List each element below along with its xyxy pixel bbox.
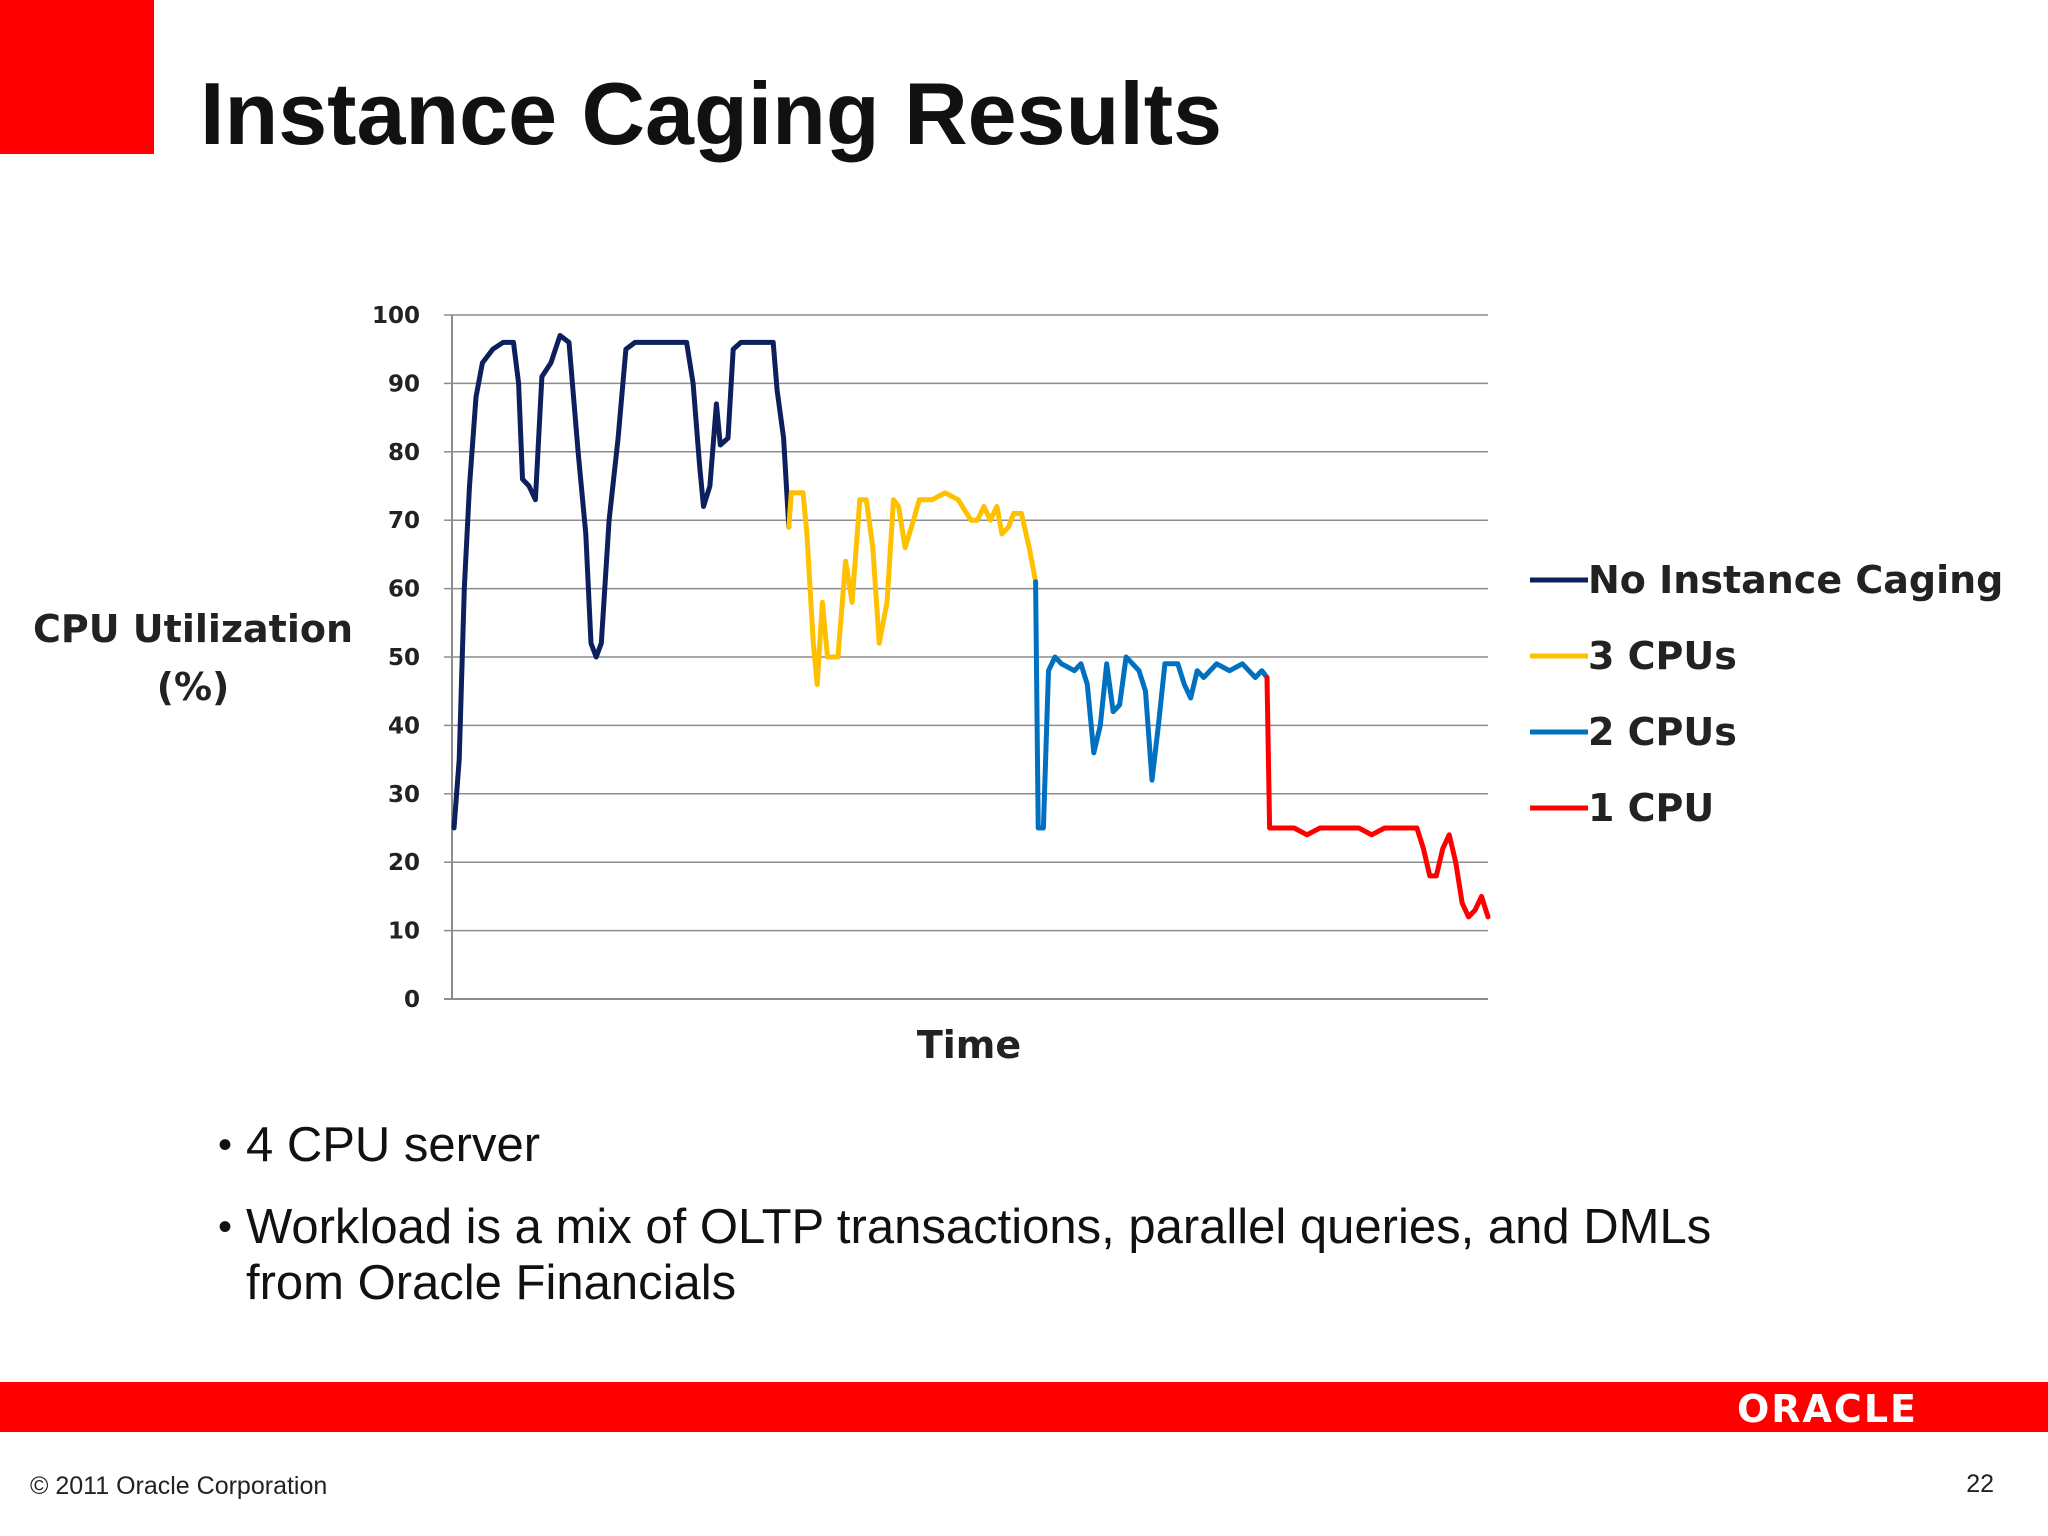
legend-label: No Instance Caging xyxy=(1588,558,2003,602)
page-number: 22 xyxy=(1966,1470,1994,1498)
y-tick-label: 50 xyxy=(388,645,420,671)
chart-legend: No Instance Caging 3 CPUs 2 CPUs 1 CPU xyxy=(1530,558,2003,830)
bullet-item: 4 CPU server xyxy=(218,1117,1738,1173)
slide-title: Instance Caging Results xyxy=(200,64,1223,163)
series-line xyxy=(1033,579,1270,831)
legend-label: 1 CPU xyxy=(1588,786,1714,830)
y-tick-label: 30 xyxy=(388,782,420,808)
brand-red-square xyxy=(0,0,154,154)
y-axis-label: CPU Utilization (%) xyxy=(33,607,353,709)
chart-axes xyxy=(444,314,1488,1000)
x-axis-label: Time xyxy=(917,1023,1021,1067)
oracle-logo: ORACLE xyxy=(1736,1387,1918,1431)
chart-series xyxy=(451,333,1491,920)
series-line xyxy=(451,333,792,831)
chart-grid xyxy=(452,314,1488,932)
footer-bar xyxy=(0,1382,2048,1432)
y-tick-label: 80 xyxy=(388,440,420,466)
y-tick-label: 70 xyxy=(388,508,420,534)
bullet-list: 4 CPU server Workload is a mix of OLTP t… xyxy=(218,1117,1738,1337)
bullet-item: Workload is a mix of OLTP transactions, … xyxy=(218,1199,1738,1311)
legend-label: 3 CPUs xyxy=(1588,634,1737,678)
y-axis-label-line: CPU Utilization xyxy=(33,607,353,651)
legend-label: 2 CPUs xyxy=(1588,710,1737,754)
y-tick-label: 100 xyxy=(372,303,420,329)
y-tick-label: 90 xyxy=(388,371,420,397)
y-tick-label: 0 xyxy=(404,987,420,1013)
series-line xyxy=(1264,675,1491,920)
y-tick-label: 10 xyxy=(388,919,420,945)
copyright-text: © 2011 Oracle Corporation xyxy=(30,1472,328,1500)
y-tick-label: 40 xyxy=(388,713,420,739)
y-tick-labels: 0 10 20 30 40 50 60 70 80 90 100 xyxy=(372,303,420,1013)
series-line xyxy=(786,490,1039,687)
y-axis-label-line: (%) xyxy=(157,665,230,709)
y-tick-label: 60 xyxy=(388,577,420,603)
y-tick-label: 20 xyxy=(388,850,420,876)
